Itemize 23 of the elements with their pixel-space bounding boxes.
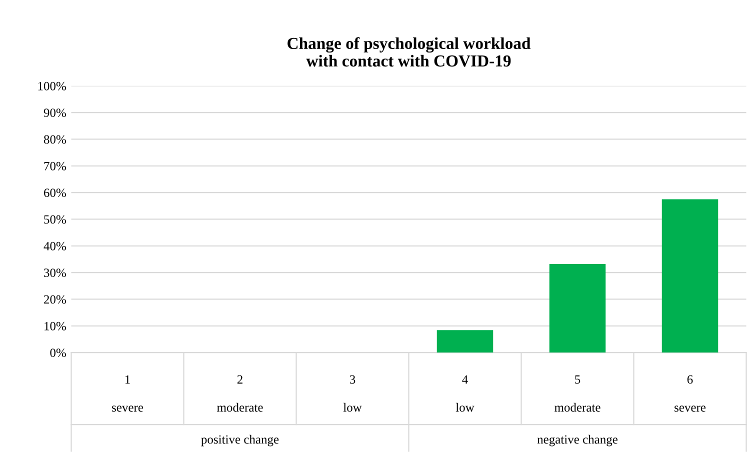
category-label: 3 low	[343, 375, 362, 412]
y-tick-label: 10%	[44, 322, 66, 330]
category-label: 4 low	[456, 375, 474, 412]
category-label: 1 severe	[112, 375, 144, 412]
category-label: 2 moderate	[217, 375, 263, 412]
y-tick-label: 30%	[44, 268, 66, 278]
chart-title: Change of psychological workload with contact with COVID-19	[288, 37, 531, 67]
bar	[436, 330, 494, 353]
y-tick-label: 20%	[44, 295, 66, 304]
text: negative change	[537, 434, 618, 446]
y-tick-label: 90%	[44, 108, 66, 118]
category-label: 5 moderate	[554, 375, 600, 412]
category-label: 6 severe	[674, 375, 706, 412]
bar	[549, 264, 606, 353]
text: positive change	[201, 434, 279, 446]
y-tick-label: 50%	[44, 215, 66, 224]
y-tick-label: 0%	[50, 348, 66, 358]
bar	[662, 199, 718, 353]
y-tick-label: 80%	[44, 135, 66, 144]
y-tick-label: 40%	[44, 242, 66, 250]
y-tick-label: 70%	[44, 162, 66, 170]
y-tick-label: 100%	[38, 82, 66, 90]
y-tick-label: 60%	[44, 188, 66, 198]
